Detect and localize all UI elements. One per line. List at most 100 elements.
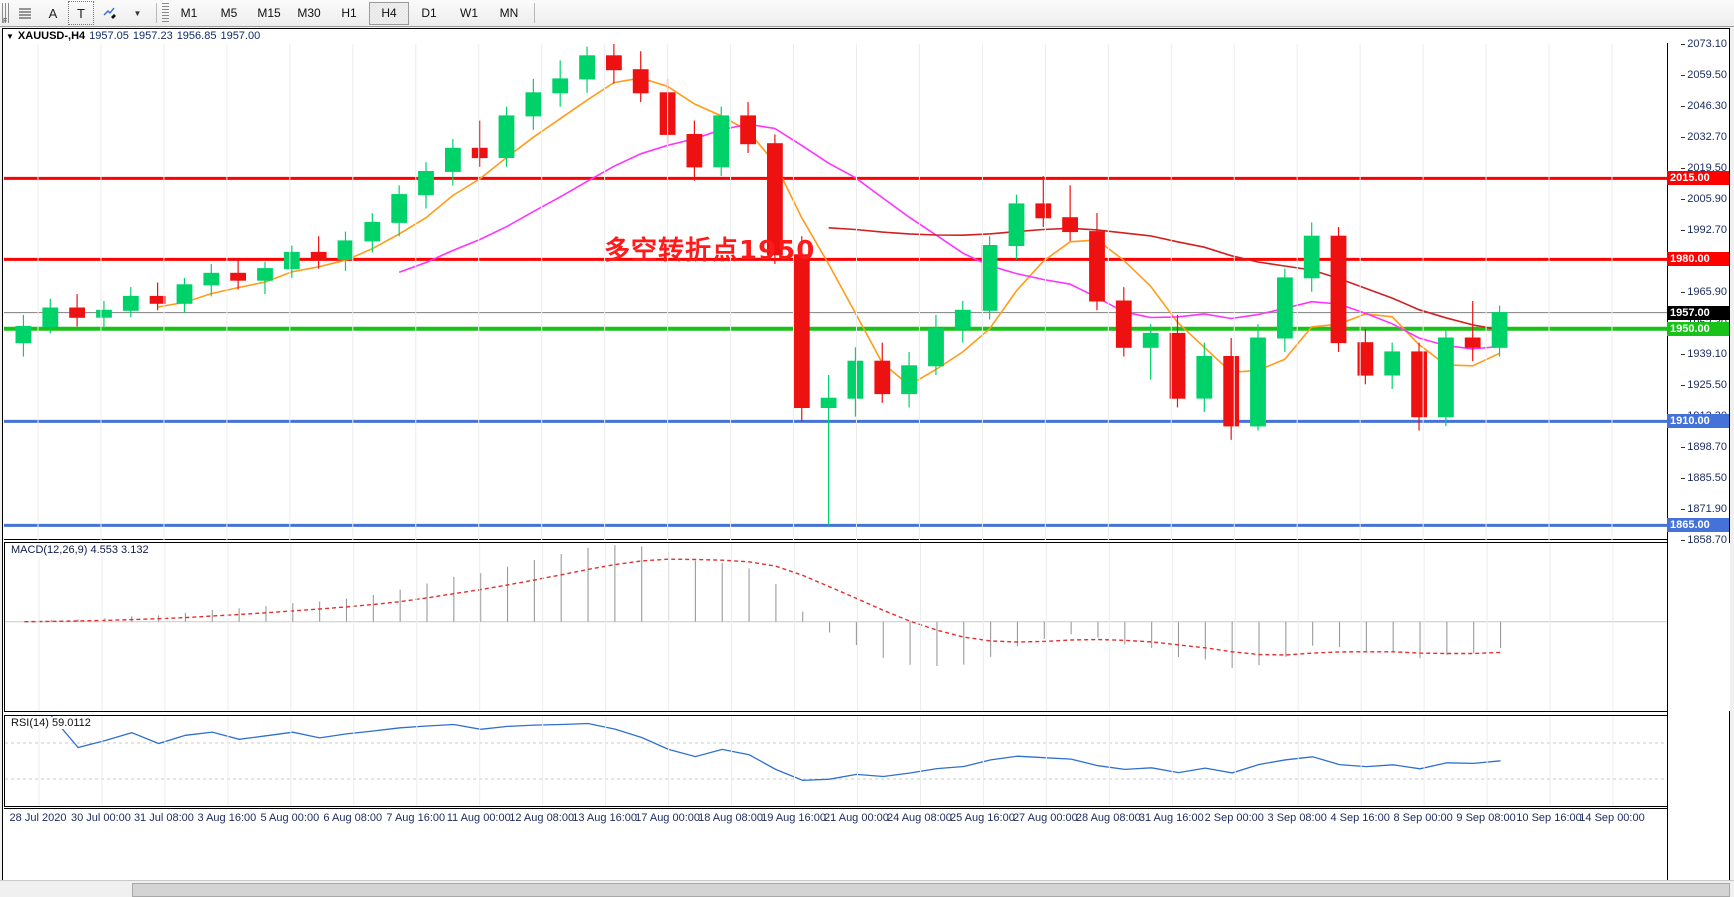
chevron-down-icon[interactable]: ▼ <box>6 31 14 41</box>
candle-body <box>686 134 703 168</box>
chart-frame: ▼ XAUUSD-,H4 1957.05 1957.23 1956.85 195… <box>2 28 1732 895</box>
time-tick: 30 Jul 00:00 <box>70 812 131 824</box>
candle-body <box>391 194 408 223</box>
macd-panel[interactable]: MACD(12,26,9) 4.553 3.132 27.6520.00-31.… <box>4 542 1730 712</box>
time-tick: 19 Aug 16:00 <box>761 812 826 824</box>
candle-body <box>981 245 998 311</box>
candle-body <box>1035 203 1052 219</box>
macd-label: MACD(12,26,9) 4.553 3.132 <box>9 544 151 556</box>
toolbar-grip[interactable] <box>2 3 11 25</box>
candle-body <box>96 309 112 318</box>
horizontal-scrollbar[interactable] <box>0 880 1734 897</box>
chart-annotation: 多空转折点1950 <box>604 236 816 266</box>
candle-body <box>1169 332 1186 399</box>
timeframe-grip[interactable] <box>162 3 169 23</box>
candle-body <box>1438 337 1454 418</box>
candle-body <box>337 240 354 260</box>
time-tick: 31 Aug 16:00 <box>1138 812 1204 824</box>
text-tool-icon[interactable]: A <box>40 1 66 25</box>
candle-body <box>1250 337 1266 427</box>
text-label-glyph: T <box>77 5 85 21</box>
ohlc-low: 1956.85 <box>176 30 217 42</box>
price-level-label[interactable]: 1865.00 <box>1667 518 1729 533</box>
price-level-label[interactable]: 1910.00 <box>1667 414 1729 429</box>
price-axis[interactable]: 2073.10 2059.50 2046.30 2032.70 2019.50 2005.… <box>1667 38 1729 895</box>
time-axis[interactable]: 28 Jul 2020 30 Jul 00:00 31 Jul 08:00 3 Aug… <box>4 808 1668 828</box>
toolbar-separator-2 <box>534 3 535 23</box>
candle-body <box>1062 217 1078 233</box>
candle-body <box>847 360 864 399</box>
text-label-icon[interactable]: T <box>68 1 94 25</box>
candle-body <box>1384 351 1401 376</box>
price-tick: 1925.50 <box>1681 379 1727 392</box>
candle-body <box>1491 312 1508 348</box>
candle-body <box>740 115 757 145</box>
scrollbar-thumb[interactable] <box>132 883 1730 897</box>
time-tick: 31 Jul 08:00 <box>133 812 194 824</box>
timeframe-m5[interactable]: M5 <box>220 6 238 20</box>
objects-icon[interactable] <box>96 1 122 25</box>
candle-body <box>15 326 32 344</box>
candle-body <box>820 397 837 409</box>
rsi-label: RSI(14) 59.0112 <box>9 717 93 729</box>
rsi-plot <box>5 716 1667 806</box>
timeframe-m1[interactable]: M1 <box>180 6 198 20</box>
price-tick: 2073.10 <box>1681 38 1727 50</box>
price-tick: 2032.70 <box>1681 131 1727 144</box>
candle-body <box>122 295 139 311</box>
time-tick: 3 Aug 16:00 <box>197 812 257 824</box>
timeframe-d1[interactable]: D1 <box>421 6 437 20</box>
time-tick: 7 Aug 16:00 <box>386 812 446 824</box>
ohlc-open: 1957.05 <box>89 30 129 42</box>
timeframe-h1[interactable]: H1 <box>341 6 357 20</box>
price-level-label[interactable]: 1957.00 <box>1667 305 1729 320</box>
timeframe-m30[interactable]: M30 <box>297 6 321 20</box>
objects-dropdown-icon[interactable]: ▼ <box>124 1 150 25</box>
candle-body <box>793 254 810 408</box>
candle-body <box>1089 231 1105 302</box>
time-tick: 28 Aug 08:00 <box>1075 812 1141 824</box>
ohlc-high: 1957.23 <box>132 30 173 42</box>
macd-plot <box>5 543 1667 711</box>
price-tick: 2005.90 <box>1681 193 1727 206</box>
candle-body <box>954 309 971 330</box>
time-tick: 18 Aug 08:00 <box>698 812 763 824</box>
timeframe-m15[interactable]: M15 <box>257 6 281 20</box>
price-level-label[interactable]: 1980.00 <box>1667 252 1729 267</box>
candle-body <box>1196 356 1213 399</box>
candlestick-plot <box>4 44 1668 540</box>
candle-body <box>1277 277 1293 339</box>
candle-body <box>310 251 327 260</box>
time-tick: 8 Sep 00:00 <box>1393 812 1453 824</box>
candle-body <box>874 360 891 395</box>
candle-body <box>767 143 783 256</box>
rsi-panel[interactable]: RSI(14) 59.0112 1007030 <box>4 715 1728 807</box>
candle-body <box>418 171 434 196</box>
candle-body <box>606 55 622 71</box>
candle-body <box>1008 203 1025 246</box>
time-tick: 4 Sep 16:00 <box>1330 812 1390 824</box>
crosshair-icon[interactable] <box>12 1 38 25</box>
price-tick: 1898.70 <box>1681 441 1727 454</box>
time-tick: 13 Aug 16:00 <box>572 812 638 824</box>
time-tick: 10 Sep 16:00 <box>1516 812 1582 824</box>
price-tick: 1885.50 <box>1681 472 1727 484</box>
price-tick: 1871.90 <box>1681 503 1727 516</box>
price-panel[interactable]: 多空转折点1950 <box>4 44 1668 540</box>
candle-body <box>1115 300 1132 348</box>
chart-header: ▼ XAUUSD-,H4 1957.05 1957.23 1956.85 195… <box>3 29 1732 43</box>
candle-body <box>498 115 515 158</box>
ma-slow-line <box>828 227 1500 331</box>
time-tick: 6 Aug 08:00 <box>323 812 383 824</box>
candle-body <box>1142 332 1159 348</box>
candle-body <box>471 147 488 159</box>
timeframe-w1[interactable]: W1 <box>460 6 478 20</box>
timeframe-h4[interactable]: H4 <box>369 1 409 25</box>
candle-body <box>1464 337 1481 348</box>
price-level-label[interactable]: 1950.00 <box>1667 321 1729 336</box>
candle-body <box>149 295 166 304</box>
price-level-label[interactable]: 2015.00 <box>1667 171 1729 186</box>
candle-body <box>230 272 246 281</box>
timeframe-mn[interactable]: MN <box>499 6 519 20</box>
